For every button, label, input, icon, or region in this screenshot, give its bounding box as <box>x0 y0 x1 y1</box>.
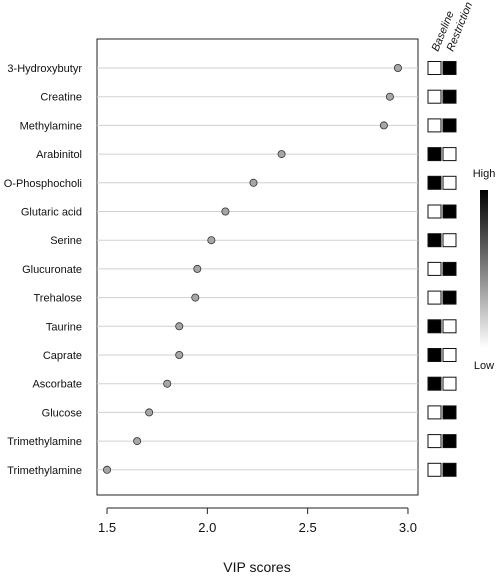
heatmap-cell <box>427 175 442 190</box>
metabolite-label: Ascorbate <box>32 379 82 391</box>
heatmap-cell <box>442 89 457 104</box>
heatmap-cells <box>427 61 457 477</box>
heatmap-cell <box>442 376 457 391</box>
metabolite-label: Arabinitol <box>36 149 82 161</box>
heatmap-cell <box>442 61 457 75</box>
colorbar-high-label: High <box>473 168 496 180</box>
vip-point <box>175 350 184 359</box>
metabolite-label: Taurine <box>46 321 82 333</box>
vip-point <box>379 121 388 130</box>
metabolite-label: 3-Hydroxybutyr <box>7 63 82 75</box>
vip-point <box>277 150 286 159</box>
heatmap-cell <box>442 147 457 162</box>
heatmap-cell <box>442 348 457 362</box>
heatmap-cell <box>427 147 442 162</box>
vip-point <box>221 207 230 216</box>
metabolite-label: Caprate <box>43 350 82 362</box>
heatmap-cell <box>427 462 442 477</box>
heatmap-cell <box>427 434 442 449</box>
heatmap-cell <box>427 261 442 276</box>
x-tick-label: 1.5 <box>98 520 116 535</box>
metabolite-label: Trimethylamine <box>7 465 82 477</box>
metabolite-label: Glutaric acid <box>21 207 82 219</box>
vip-point <box>191 293 200 302</box>
vip-point <box>133 437 142 446</box>
heatmap-cell <box>427 319 442 334</box>
heatmap-cell <box>442 204 457 219</box>
metabolite-label: Serine <box>50 235 82 247</box>
vip-point <box>175 322 184 331</box>
metabolite-label: Methylamine <box>20 120 82 132</box>
heatmap-cell <box>427 61 442 75</box>
vip-points <box>103 64 402 474</box>
colorbar-gradient <box>480 190 488 348</box>
plot-frame <box>96 38 419 496</box>
heatmap-cell <box>442 233 457 248</box>
heatmap-cell <box>427 118 442 133</box>
vip-point <box>103 465 112 474</box>
heatmap-cell <box>427 405 442 420</box>
heatmap-cell <box>442 175 457 190</box>
heatmap-cell <box>442 290 457 305</box>
vip-point <box>193 264 202 273</box>
metabolite-label: Trimethylamine <box>7 436 82 448</box>
heatmap-cell <box>442 434 457 449</box>
metabolite-label: Glucuronate <box>22 264 82 276</box>
colorbar: High Low <box>473 168 496 372</box>
vip-point <box>385 92 394 101</box>
x-tick-label: 3.0 <box>399 520 417 535</box>
vip-point <box>145 408 154 417</box>
vip-point <box>163 379 172 388</box>
heatmap-cell <box>427 290 442 305</box>
x-axis-title: VIP scores <box>223 559 290 575</box>
metabolite-label: Trehalose <box>33 293 82 305</box>
metabolite-label: Glucose <box>42 407 82 419</box>
heatmap-cell <box>427 204 442 219</box>
metabolite-label: Creatine <box>40 92 82 104</box>
heatmap-cell <box>442 261 457 276</box>
colorbar-low-label: Low <box>474 360 494 372</box>
heatmap-cell <box>427 348 442 362</box>
x-axis: 1.5 2.0 2.5 3.0 <box>98 507 417 535</box>
heatmap-cell <box>442 118 457 133</box>
x-tick-label: 2.5 <box>299 520 317 535</box>
heatmap-cell <box>442 462 457 477</box>
vip-point <box>393 64 402 73</box>
x-tick-label: 2.0 <box>198 520 216 535</box>
heatmap-cell <box>427 233 442 248</box>
vip-point <box>207 236 216 245</box>
heatmap-cell <box>427 376 442 391</box>
metabolite-label: O-Phosphocholi <box>4 178 82 190</box>
heatmap-cell <box>427 89 442 104</box>
vip-point <box>249 178 258 187</box>
metabolite-labels: 3-Hydroxybutyr Creatine Methylamine Arabini… <box>4 63 83 477</box>
row-gridlines <box>97 67 418 471</box>
heatmap-cell <box>442 319 457 334</box>
heatmap-cell <box>442 405 457 420</box>
